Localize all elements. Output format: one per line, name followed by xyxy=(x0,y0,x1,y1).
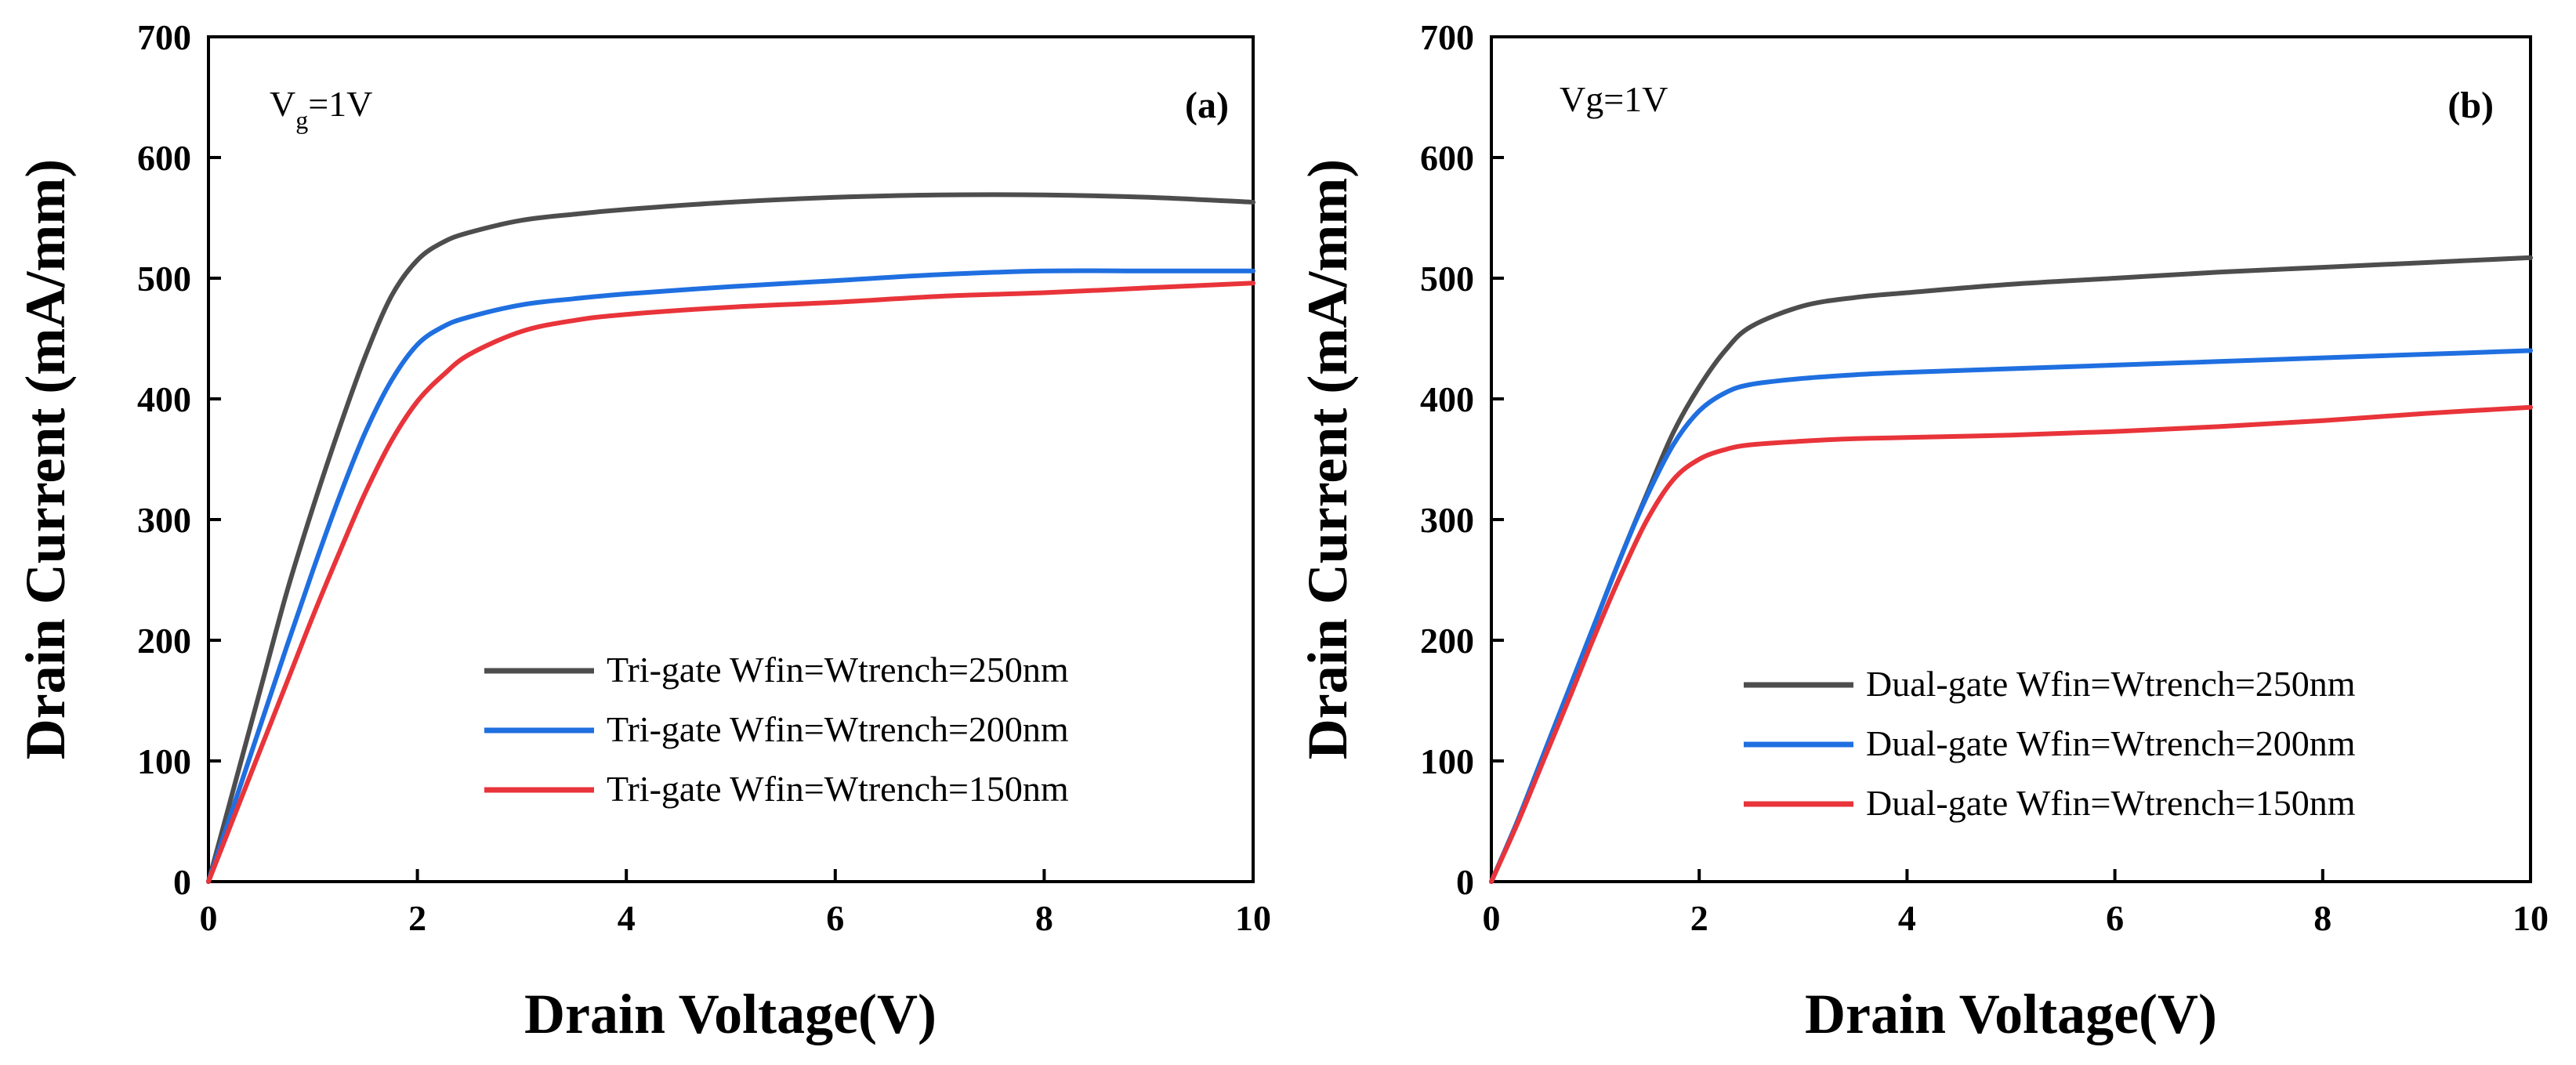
series-line-a-3 xyxy=(206,281,1255,884)
x-tick-label: 6 xyxy=(2106,898,2124,938)
x-tick-label: 2 xyxy=(408,898,426,938)
y-tick-label: 600 xyxy=(137,138,191,178)
y-tick-label: 0 xyxy=(1456,862,1474,902)
x-tick-label: 10 xyxy=(2513,898,2549,938)
x-tick-label: 4 xyxy=(1898,898,1916,938)
x-tick-label: 10 xyxy=(1235,898,1271,938)
y-tick-label: 300 xyxy=(1420,500,1474,540)
legend-label-a-3: Tri-gate Wfin=Wtrench=150nm xyxy=(607,769,1069,809)
y-tick-label: 300 xyxy=(137,500,191,540)
legend-label-a-2: Tri-gate Wfin=Wtrench=200nm xyxy=(607,709,1069,749)
legend-a: Tri-gate Wfin=Wtrench=250nm Tri-gate Wfin… xyxy=(484,650,1069,809)
x-tick-label: 8 xyxy=(2313,898,2331,938)
y-tick-label: 600 xyxy=(1420,138,1474,178)
x-tick-label: 6 xyxy=(826,898,844,938)
series-line-a-1 xyxy=(206,192,1255,884)
plot-frame-a xyxy=(207,35,1255,883)
plot-frame-b xyxy=(1490,35,2532,883)
y-tick-label: 200 xyxy=(137,621,191,661)
legend-b: Dual-gate Wfin=Wtrench=250nm Dual-gate Wf… xyxy=(1744,664,2356,823)
y-axis-title-b: Drain Current (mA/mm) xyxy=(1296,159,1359,760)
series-group-b xyxy=(1489,255,2533,884)
series-line-b-3 xyxy=(1489,404,2533,884)
series-group-a xyxy=(206,192,1255,884)
y-tick-label: 0 xyxy=(173,862,191,902)
gate-voltage-annotation-b: Vg=1V xyxy=(1560,79,1668,119)
panel-label-b: (b) xyxy=(2447,85,2494,126)
x-axis-title-b: Drain Voltage(V) xyxy=(1805,983,2217,1045)
legend-label-b-3: Dual-gate Wfin=Wtrench=150nm xyxy=(1866,783,2356,823)
x-tick-label: 8 xyxy=(1035,898,1053,938)
y-tick-label: 400 xyxy=(1420,379,1474,419)
y-tick-label: 100 xyxy=(1420,741,1474,781)
gate-voltage-annotation-a: Vg=1V xyxy=(270,84,372,134)
legend-label-a-1: Tri-gate Wfin=Wtrench=250nm xyxy=(607,650,1069,690)
x-tick-label: 2 xyxy=(1690,898,1708,938)
x-tick-label: 4 xyxy=(618,898,636,938)
x-tick-label: 0 xyxy=(200,898,218,938)
y-tick-label: 200 xyxy=(1420,621,1474,661)
y-tick-label: 500 xyxy=(137,259,191,299)
x-tick-label: 0 xyxy=(1483,898,1501,938)
series-line-a-2 xyxy=(206,268,1255,884)
x-axis-title-a: Drain Voltage(V) xyxy=(524,983,937,1045)
y-tick-label: 500 xyxy=(1420,259,1474,299)
legend-label-b-2: Dual-gate Wfin=Wtrench=200nm xyxy=(1866,723,2356,763)
panel-label-a: (a) xyxy=(1185,85,1229,126)
y-tick-label: 700 xyxy=(137,17,191,57)
y-axis-title-a: Drain Current (mA/mm) xyxy=(14,159,77,760)
y-tick-label: 700 xyxy=(1420,17,1474,57)
series-line-b-2 xyxy=(1489,348,2533,884)
y-tick-label: 100 xyxy=(137,741,191,781)
legend-label-b-1: Dual-gate Wfin=Wtrench=250nm xyxy=(1866,664,2356,704)
y-tick-label: 400 xyxy=(137,379,191,419)
